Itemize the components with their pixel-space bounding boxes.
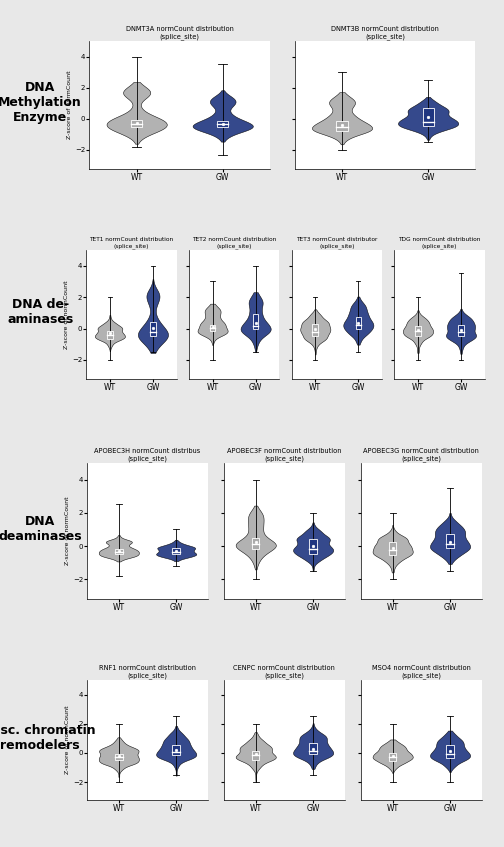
Bar bbox=[309, 743, 317, 755]
Text: DNA
Methylation
Enzyme: DNA Methylation Enzyme bbox=[0, 81, 82, 125]
Title: CENPC normCount distribution
(splice_site): CENPC normCount distribution (splice_sit… bbox=[233, 665, 335, 679]
Text: DNA de-
aminases: DNA de- aminases bbox=[7, 298, 73, 326]
Bar bbox=[217, 121, 228, 127]
Bar bbox=[107, 331, 113, 339]
Bar bbox=[389, 753, 396, 761]
Y-axis label: Z-score of normCount: Z-score of normCount bbox=[65, 496, 70, 565]
Title: TET2 normCount distribution
(splice_site): TET2 normCount distribution (splice_site… bbox=[192, 237, 276, 249]
Bar bbox=[422, 108, 434, 126]
Bar bbox=[415, 326, 421, 335]
Title: TDG normCount distribution
(splice_site): TDG normCount distribution (splice_site) bbox=[398, 237, 481, 249]
Y-axis label: Z-score of normCount: Z-score of normCount bbox=[65, 706, 70, 774]
Y-axis label: Z-score of normCount: Z-score of normCount bbox=[67, 70, 72, 139]
Title: DNMT3B normCount distribution
(splice_site): DNMT3B normCount distribution (splice_si… bbox=[331, 26, 439, 40]
Bar bbox=[355, 317, 361, 329]
Bar bbox=[252, 538, 260, 549]
Title: APOBEC3F normCount distribution
(splice_site): APOBEC3F normCount distribution (splice_… bbox=[227, 448, 342, 462]
Bar bbox=[447, 745, 454, 758]
Bar bbox=[172, 548, 180, 553]
Bar bbox=[115, 754, 122, 761]
Bar bbox=[210, 324, 215, 331]
Bar bbox=[172, 745, 180, 756]
Bar bbox=[337, 121, 348, 130]
Bar bbox=[131, 119, 142, 127]
Y-axis label: Z-score of normCount: Z-score of normCount bbox=[64, 280, 69, 349]
Bar bbox=[253, 314, 259, 329]
Bar bbox=[150, 322, 156, 336]
Title: TET1 normCount distribution
(splice_site): TET1 normCount distribution (splice_site… bbox=[89, 237, 173, 249]
Title: APOBEC3G normCount distribution
(splice_site): APOBEC3G normCount distribution (splice_… bbox=[363, 448, 479, 462]
Bar bbox=[252, 750, 260, 760]
Text: DNA
deaminases: DNA deaminases bbox=[0, 515, 82, 543]
Title: DNMT3A normCount distribution
(splice_site): DNMT3A normCount distribution (splice_si… bbox=[126, 26, 234, 40]
Bar bbox=[389, 542, 396, 555]
Title: MSO4 normCount distribution
(splice_site): MSO4 normCount distribution (splice_site… bbox=[372, 665, 471, 679]
Title: RNF1 normCount distribution
(splice_site): RNF1 normCount distribution (splice_site… bbox=[99, 665, 196, 679]
Text: Misc. chromatin
remodelers: Misc. chromatin remodelers bbox=[0, 724, 96, 752]
Bar bbox=[309, 540, 317, 553]
Title: TET3 normCount distributor
(splice_site): TET3 normCount distributor (splice_site) bbox=[296, 237, 377, 249]
Bar bbox=[458, 324, 464, 335]
Bar bbox=[115, 550, 122, 553]
Bar bbox=[447, 534, 454, 548]
Title: APOBEC3H normCount distribus
(splice_site): APOBEC3H normCount distribus (splice_sit… bbox=[94, 448, 201, 462]
Bar bbox=[312, 324, 318, 336]
